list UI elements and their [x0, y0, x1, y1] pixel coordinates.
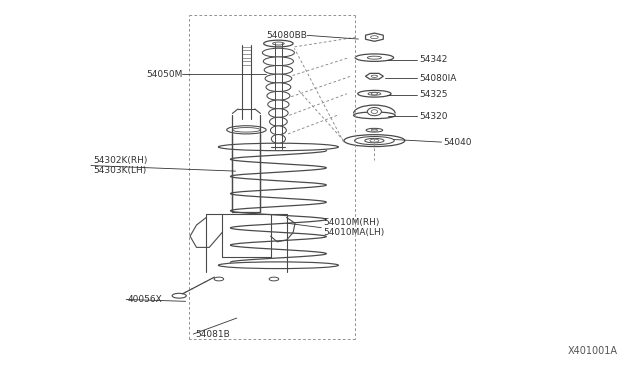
Ellipse shape	[263, 57, 294, 66]
Ellipse shape	[371, 129, 378, 131]
Ellipse shape	[264, 40, 293, 47]
Text: 54040: 54040	[444, 138, 472, 147]
Ellipse shape	[355, 54, 394, 61]
Text: 54325: 54325	[419, 90, 448, 99]
Ellipse shape	[365, 138, 384, 143]
Text: 54080IA: 54080IA	[419, 74, 456, 83]
Ellipse shape	[214, 277, 224, 281]
Ellipse shape	[367, 56, 381, 59]
Ellipse shape	[218, 143, 339, 151]
Ellipse shape	[271, 126, 286, 135]
Text: 54302K(RH)
54303K(LH): 54302K(RH) 54303K(LH)	[93, 156, 147, 175]
Ellipse shape	[271, 135, 285, 143]
Ellipse shape	[371, 93, 378, 95]
Ellipse shape	[371, 36, 378, 39]
Ellipse shape	[268, 100, 289, 109]
Text: 54050M: 54050M	[146, 70, 182, 79]
Ellipse shape	[358, 90, 391, 97]
Ellipse shape	[273, 42, 284, 45]
Ellipse shape	[269, 277, 279, 281]
Text: 40056X: 40056X	[128, 295, 163, 304]
Ellipse shape	[371, 75, 378, 77]
Text: 54320: 54320	[419, 112, 448, 121]
Ellipse shape	[266, 83, 291, 92]
Ellipse shape	[172, 293, 186, 298]
Ellipse shape	[367, 108, 381, 116]
Text: 54081B: 54081B	[195, 330, 230, 339]
Ellipse shape	[232, 128, 260, 132]
Ellipse shape	[371, 110, 378, 113]
Ellipse shape	[370, 139, 379, 142]
Ellipse shape	[264, 65, 292, 74]
Ellipse shape	[218, 262, 339, 269]
Text: 54010M(RH)
54010MA(LH): 54010M(RH) 54010MA(LH)	[323, 218, 385, 237]
Polygon shape	[365, 33, 383, 41]
Polygon shape	[365, 73, 383, 79]
Ellipse shape	[368, 92, 381, 95]
Ellipse shape	[227, 126, 266, 134]
Text: X401001A: X401001A	[568, 346, 618, 356]
Ellipse shape	[344, 135, 404, 147]
Ellipse shape	[262, 48, 294, 57]
Ellipse shape	[269, 117, 287, 126]
Ellipse shape	[355, 137, 394, 145]
Ellipse shape	[265, 74, 292, 83]
Ellipse shape	[353, 112, 396, 119]
Text: 54342: 54342	[419, 55, 447, 64]
Ellipse shape	[269, 109, 288, 118]
Ellipse shape	[267, 92, 290, 100]
Text: 54080BB: 54080BB	[266, 31, 307, 40]
Ellipse shape	[366, 128, 383, 132]
